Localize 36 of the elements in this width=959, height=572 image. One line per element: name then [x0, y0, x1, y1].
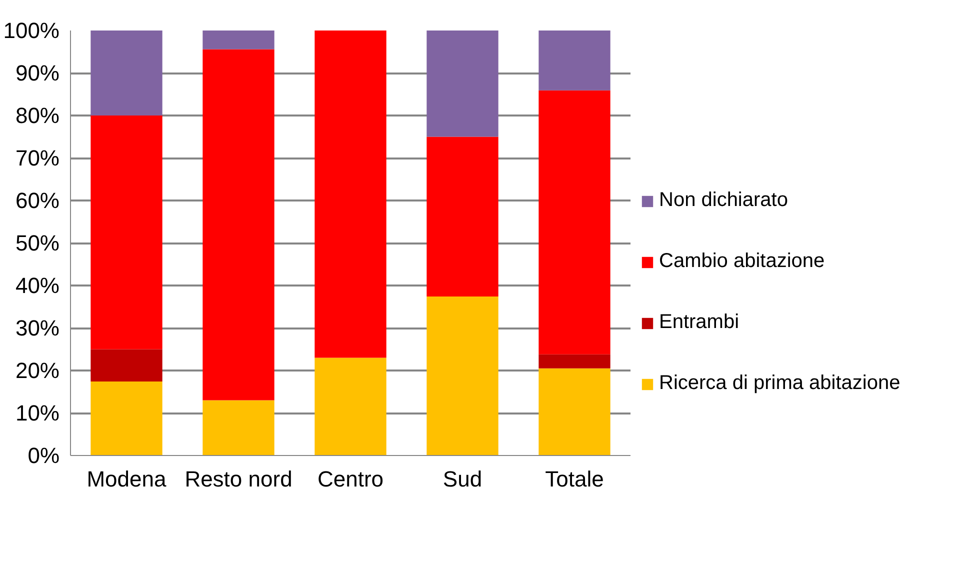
y-tick-label: 60% [15, 188, 60, 213]
legend-label: Non dichiarato [659, 189, 788, 212]
x-tick-label: Totale [545, 466, 604, 492]
y-tick-label: 50% [15, 230, 60, 256]
legend-label: Ricerca di prima abitazione [659, 372, 900, 395]
bar [314, 30, 386, 358]
bar [426, 30, 498, 137]
y-tick-label: 90% [15, 60, 60, 86]
bar [538, 90, 610, 354]
bar [538, 368, 610, 456]
y-tick-label: 0% [28, 443, 60, 468]
x-tick-label: Sud [442, 466, 482, 492]
x-tick-label: Resto nord [184, 466, 292, 492]
y-tick-label: 20% [15, 358, 60, 383]
y-tick-label: 70% [15, 146, 60, 170]
x-tick-label: Centro [317, 466, 384, 492]
bar [538, 354, 610, 368]
bar [202, 49, 274, 400]
legend-label: Entrambi [659, 311, 740, 334]
bar [90, 349, 162, 382]
x-tick-label: Modena [86, 466, 168, 492]
y-tick-label: 30% [15, 316, 60, 340]
bar [90, 116, 162, 350]
bar [538, 30, 610, 90]
bar [202, 30, 274, 50]
bar [426, 296, 498, 456]
bar [90, 30, 162, 116]
bar [314, 358, 386, 456]
y-tick-label: 100% [3, 18, 60, 43]
bar [426, 136, 498, 297]
y-tick-label: 40% [15, 273, 60, 298]
bar [90, 382, 162, 456]
y-tick-label: 80% [15, 103, 60, 128]
legend-label: Cambio abitazione [659, 250, 825, 273]
bar [202, 400, 274, 456]
y-tick-label: 10% [15, 400, 60, 426]
